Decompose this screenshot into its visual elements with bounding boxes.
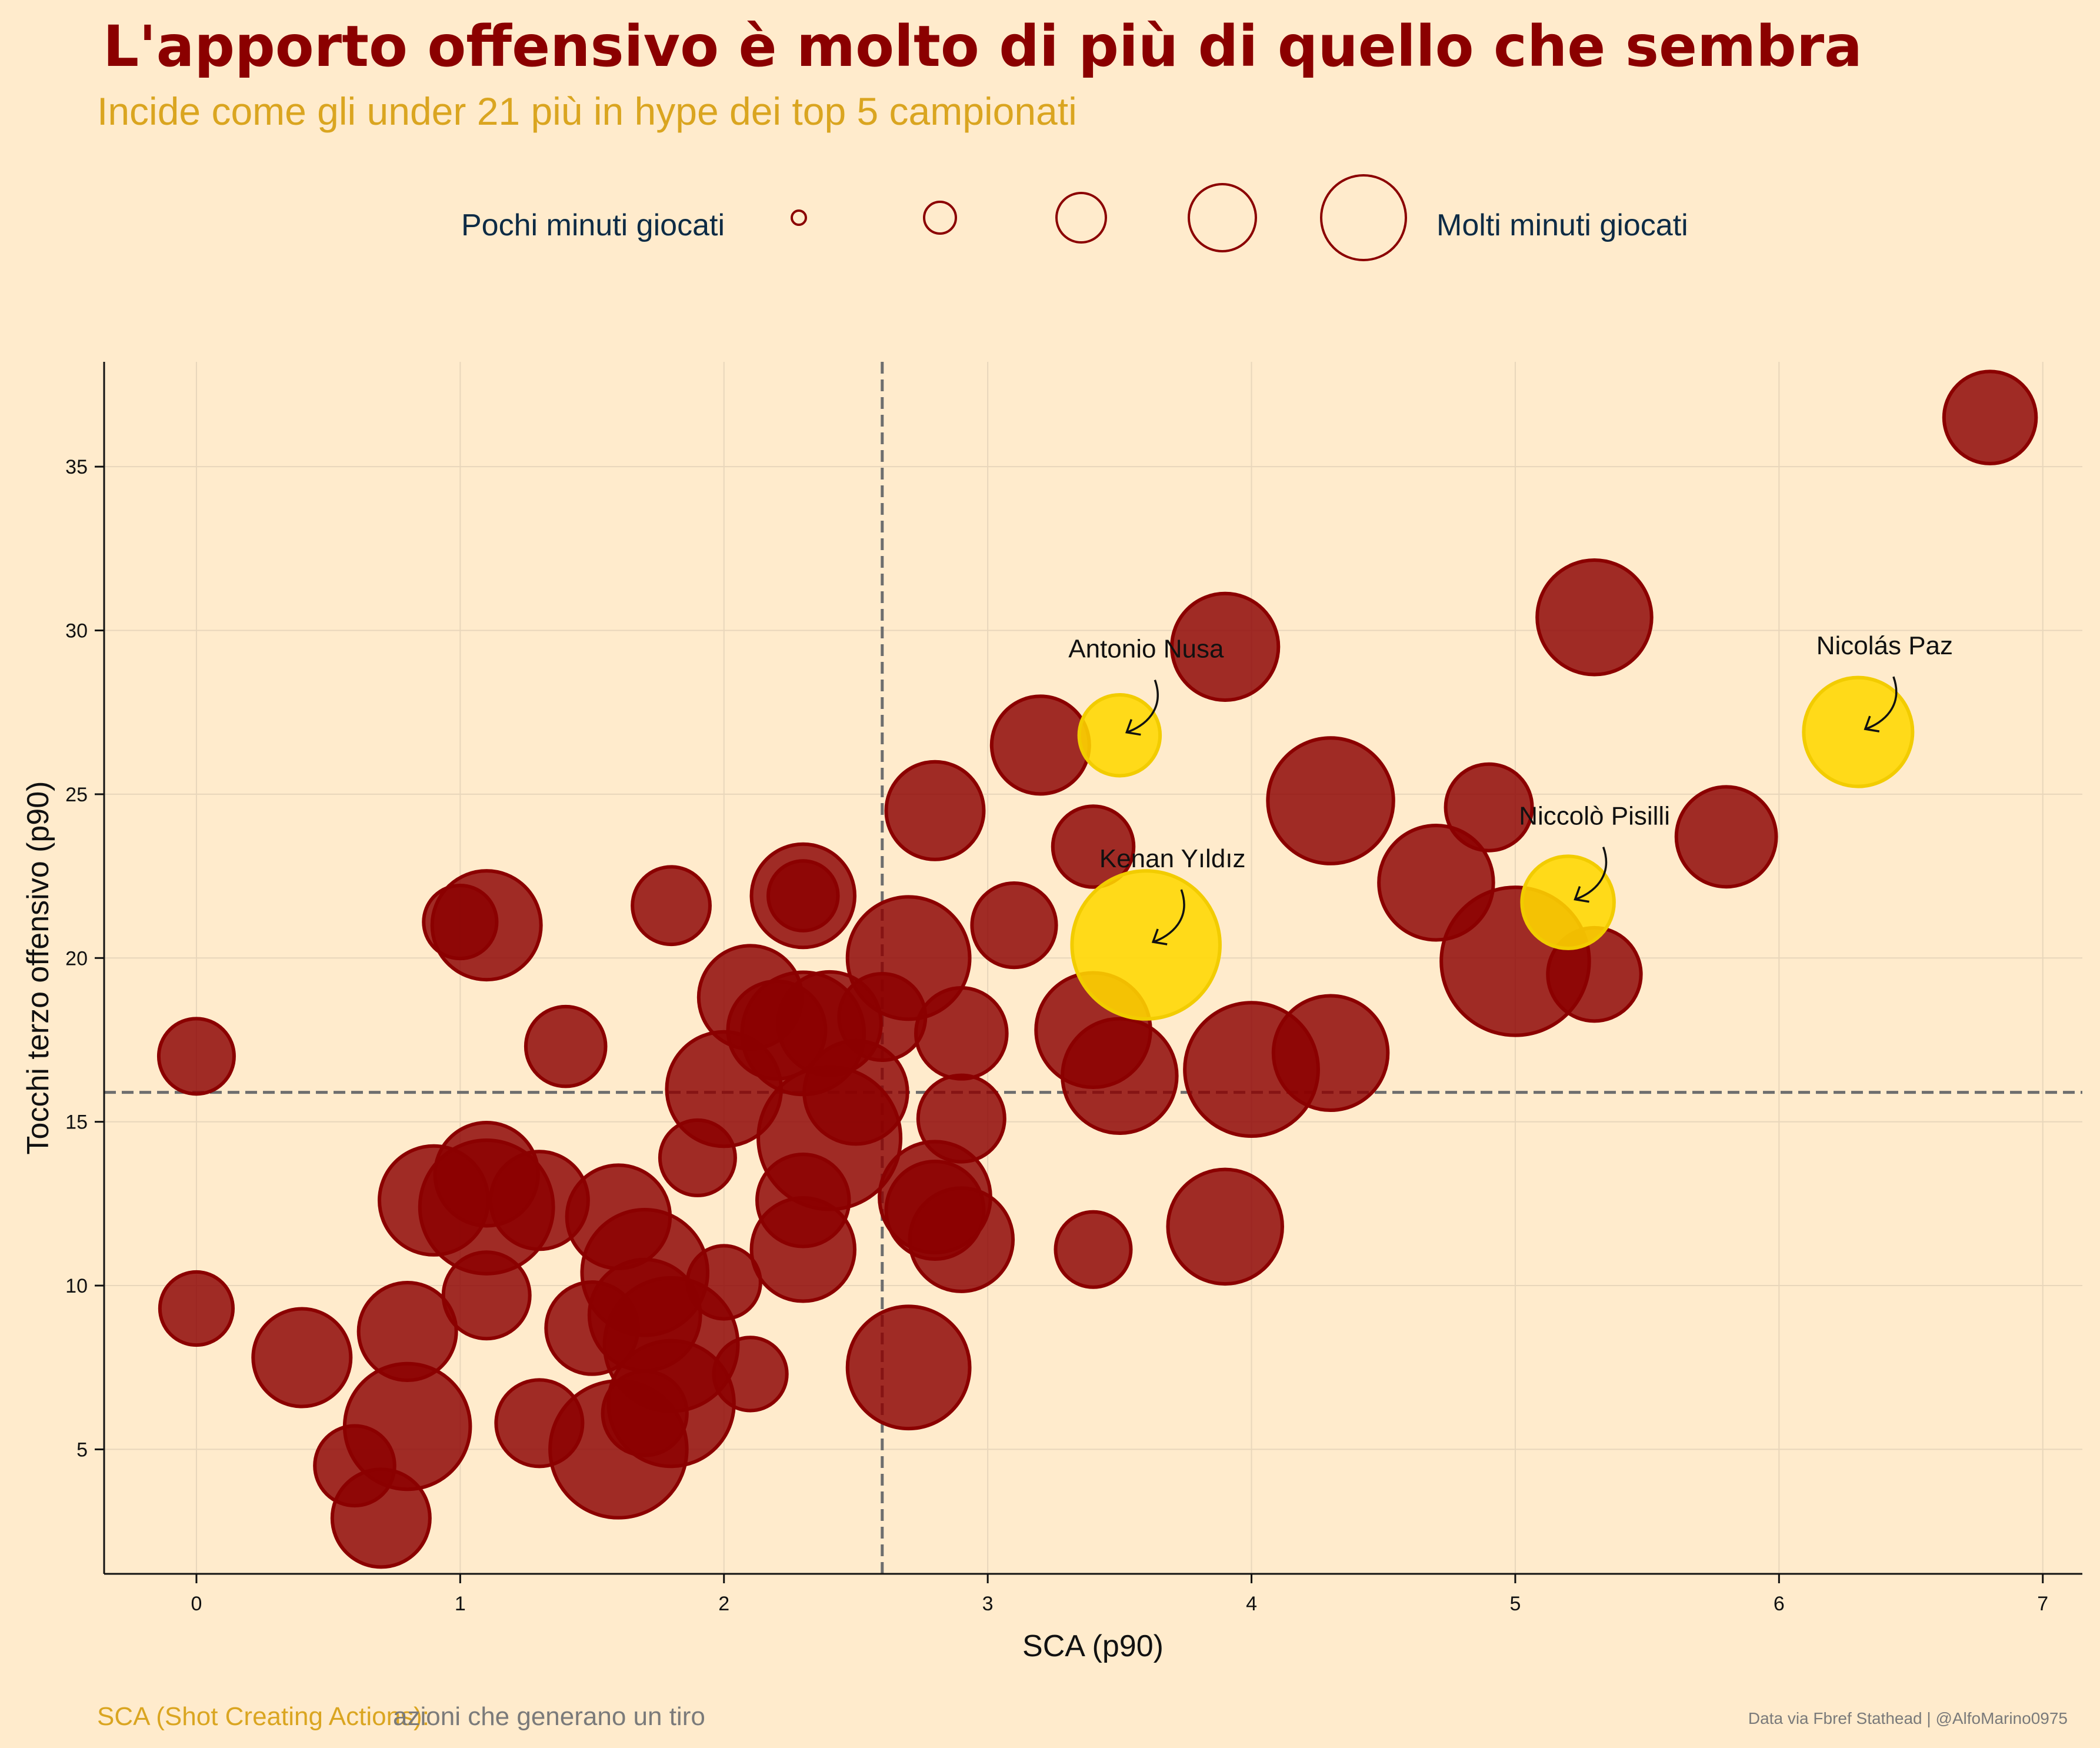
x-tick-label-7: 7 xyxy=(2037,1593,2048,1615)
legend-circle-0 xyxy=(791,209,807,226)
footer-note-value: azioni che generano un tiro xyxy=(393,1702,705,1731)
bubble-point-28 xyxy=(524,1004,608,1088)
bubble-point-6 xyxy=(1674,785,1778,889)
bubble-point-1 xyxy=(1535,558,1654,677)
y-tick-label-5: 30 xyxy=(65,620,88,642)
highlight-bubble-2 xyxy=(1520,854,1616,950)
bubble-point-7 xyxy=(884,760,986,861)
chart-title: L'apporto offensivo è molto di più di qu… xyxy=(103,14,1862,79)
bubble-point-15 xyxy=(970,881,1058,970)
x-ticks: 0 1 2 3 4 5 6 7 xyxy=(191,1574,2048,1615)
bubble-point-8 xyxy=(1051,804,1136,889)
bubble-point-29 xyxy=(1183,1001,1320,1138)
highlight-bubble-1 xyxy=(1077,692,1162,778)
x-tick-label-2: 2 xyxy=(718,1593,729,1615)
player-label-0: Nicolás Paz xyxy=(1816,631,1953,660)
bubble-point-3 xyxy=(989,694,1091,796)
bubble-point-24 xyxy=(914,986,1009,1081)
bubble-point-44 xyxy=(1166,1167,1284,1286)
size-legend: Pochi minuti giocati Molti minuti giocat… xyxy=(461,174,1688,261)
player-annotations: Nicolás Paz Antonio Nusa Niccolò Pisilli Ke… xyxy=(1068,631,1953,945)
legend-right-label: Molti minuti giocati xyxy=(1436,208,1688,242)
y-tick-label-6: 35 xyxy=(65,456,88,478)
bubble-point-2 xyxy=(1170,591,1281,702)
bubble-layer xyxy=(156,369,2038,1569)
legend-circle-1 xyxy=(923,201,957,235)
y-tick-label-1: 10 xyxy=(65,1275,88,1297)
bubble-point-46 xyxy=(749,1196,857,1303)
legend-circle-2 xyxy=(1055,192,1107,244)
highlight-layer xyxy=(1070,675,1915,1021)
bubble-point-47 xyxy=(1054,1210,1133,1289)
x-tick-label-4: 4 xyxy=(1246,1593,1257,1615)
footer-note-key: SCA (Shot Creating Actions): xyxy=(97,1702,429,1731)
bubble-point-56 xyxy=(251,1307,353,1409)
footer-credit: Data via Fbref Stathead | @AlfoMarino097… xyxy=(1748,1709,2068,1727)
player-arrow-0 xyxy=(1865,676,1898,730)
player-arrowhead-2 xyxy=(1574,886,1589,903)
player-label-3: Kenan Yıldız xyxy=(1099,844,1246,873)
bubble-point-65 xyxy=(330,1467,432,1569)
x-tick-label-3: 3 xyxy=(982,1593,994,1615)
bubble-point-50 xyxy=(441,1250,532,1341)
y-tick-label-2: 15 xyxy=(65,1111,88,1134)
y-tick-label-4: 25 xyxy=(65,784,88,806)
bubble-point-51 xyxy=(158,1270,235,1347)
bubble-point-4 xyxy=(1266,736,1395,865)
bubble-point-35 xyxy=(658,1118,737,1197)
bubble-point-30 xyxy=(1061,1017,1179,1135)
legend-circles xyxy=(791,174,1407,261)
bubble-point-12 xyxy=(631,865,712,947)
bubble-point-45 xyxy=(908,1186,1015,1293)
x-tick-label-5: 5 xyxy=(1509,1593,1521,1615)
player-label-1: Antonio Nusa xyxy=(1068,635,1224,664)
x-tick-label-0: 0 xyxy=(191,1593,202,1615)
x-tick-label-6: 6 xyxy=(1774,1593,1785,1615)
highlight-bubble-3 xyxy=(1070,869,1222,1021)
y-ticks: 5 10 15 20 25 30 35 xyxy=(65,456,104,1461)
y-tick-label-0: 5 xyxy=(76,1439,88,1461)
x-axis-label: SCA (p90) xyxy=(1022,1629,1164,1663)
bubble-point-27 xyxy=(156,1017,236,1096)
player-arrowhead-3 xyxy=(1151,928,1168,945)
y-tick-label-3: 20 xyxy=(65,947,88,970)
bubble-point-0 xyxy=(1942,369,2038,465)
player-label-2: Niccolò Pisilli xyxy=(1519,802,1670,831)
player-arrowhead-0 xyxy=(1864,715,1880,733)
player-arrow-3 xyxy=(1152,889,1185,943)
legend-left-label: Pochi minuti giocati xyxy=(461,208,725,242)
player-arrow-1 xyxy=(1126,680,1159,734)
highlight-bubble-0 xyxy=(1802,675,1915,788)
player-arrowhead-1 xyxy=(1125,719,1141,736)
bubble-point-14 xyxy=(422,883,499,961)
bubble-point-11 xyxy=(766,859,840,933)
y-axis-label: Tocchi terzo offensivo (p90) xyxy=(21,781,55,1155)
bubble-point-57 xyxy=(845,1304,972,1431)
x-tick-label-1: 1 xyxy=(455,1593,466,1615)
legend-circle-3 xyxy=(1188,183,1257,252)
bubble-point-5 xyxy=(1444,762,1534,853)
legend-circle-4 xyxy=(1320,174,1407,261)
axes xyxy=(103,362,2082,1575)
player-arrow-2 xyxy=(1575,847,1608,901)
chart-subtitle: Incide come gli under 21 più in hype dei… xyxy=(97,89,1077,133)
bubble-point-63 xyxy=(548,1379,689,1520)
